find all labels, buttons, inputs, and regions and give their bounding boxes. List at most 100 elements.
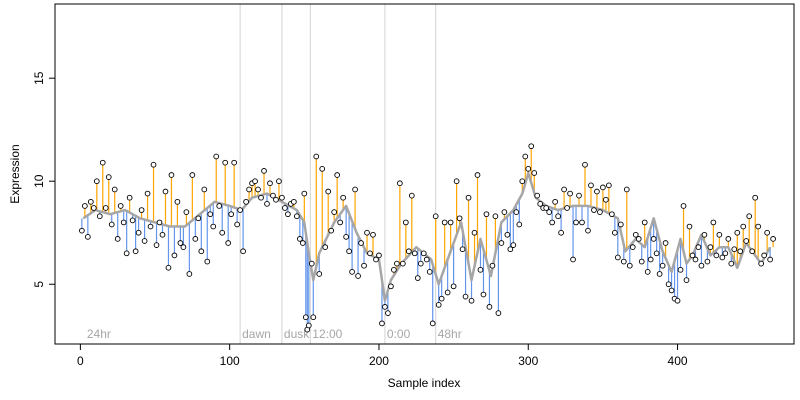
data-point-225 [743,238,750,244]
data-point-17 [129,217,136,224]
x-tick-label-2: 200 [369,354,389,368]
data-point-40 [198,248,205,255]
data-point-109 [397,180,403,187]
x-axis: 0 100 200 300 400 [77,344,688,368]
data-point-56 [246,186,252,193]
data-point-188 [632,231,639,238]
x-tick-label-0: 0 [77,354,84,368]
data-point-176 [597,209,603,215]
data-point-186 [626,262,633,269]
data-point-146 [507,246,514,253]
data-point-111 [402,219,409,226]
data-point-134 [471,229,478,236]
data-points [79,143,776,333]
data-point-48 [222,159,229,166]
data-point-108 [394,260,400,267]
data-point-213 [707,244,714,251]
data-point-107 [391,266,397,273]
data-point-161 [552,198,558,205]
data-point-194 [650,236,657,242]
data-point-0 [79,227,85,234]
data-point-170 [579,219,585,226]
data-point-199 [665,281,672,288]
data-point-126 [447,219,454,226]
data-point-55 [243,198,249,205]
data-point-82 [316,271,323,277]
data-point-183 [617,221,624,228]
data-point-212 [704,258,711,265]
data-point-151 [522,153,529,160]
data-point-6 [96,213,103,220]
data-point-190 [638,258,645,265]
data-point-19 [135,229,142,236]
data-point-226 [746,213,753,220]
data-point-72 [294,213,300,220]
data-point-53 [237,207,243,213]
data-point-120 [429,320,436,327]
data-point-143 [498,240,505,246]
data-point-1 [82,203,88,209]
data-point-200 [668,287,675,294]
data-point-195 [653,250,660,257]
data-point-202 [674,297,681,304]
data-point-54 [240,248,246,255]
data-point-208 [692,256,699,263]
data-point-174 [591,207,597,213]
data-point-147 [510,242,517,248]
data-point-93 [349,269,355,275]
annotation-label-2: dusk [284,327,310,341]
plot-frame [54,3,795,345]
data-point-20 [138,207,145,213]
data-point-23 [147,223,154,230]
data-point-220 [728,260,735,267]
data-point-98 [364,229,370,236]
data-point-232 [764,229,770,236]
data-point-145 [504,231,511,238]
data-point-217 [719,254,726,261]
data-point-31 [171,252,178,259]
data-point-156 [537,201,544,207]
data-point-152 [525,165,532,172]
data-point-154 [531,170,538,176]
data-point-22 [144,190,151,197]
data-point-179 [606,182,612,189]
annotation-label-1: dawn [242,327,271,341]
data-point-137 [480,291,487,298]
data-point-229 [755,223,762,230]
data-point-89 [337,219,343,226]
data-point-96 [358,240,364,246]
data-point-76 [302,314,309,321]
data-point-144 [501,209,508,215]
data-point-60 [258,194,264,201]
data-point-184 [620,258,627,265]
data-point-124 [441,219,448,226]
data-point-127 [450,283,457,290]
data-point-139 [486,304,493,310]
data-point-178 [603,196,609,203]
data-point-197 [659,262,666,269]
data-point-36 [186,271,193,277]
data-point-233 [767,256,773,263]
data-point-58 [252,178,258,185]
data-point-24 [150,161,157,168]
y-tick-label-1: 10 [32,174,46,188]
data-point-203 [677,266,684,273]
data-point-4 [90,205,97,211]
data-point-90 [340,194,346,201]
data-point-62 [264,201,270,207]
data-point-162 [555,213,561,220]
data-point-210 [698,262,705,269]
data-point-102 [376,252,382,259]
data-point-122 [435,301,442,308]
data-point-21 [141,238,148,244]
data-point-2 [84,233,91,240]
data-point-30 [168,172,175,178]
data-point-206 [686,223,693,230]
data-point-79 [308,260,315,267]
x-tick-label-4: 400 [668,354,688,368]
data-point-33 [177,240,184,246]
annotation-label-0: 24hr [87,327,111,341]
data-point-18 [132,248,139,255]
data-point-8 [102,205,109,211]
data-point-189 [635,236,642,242]
